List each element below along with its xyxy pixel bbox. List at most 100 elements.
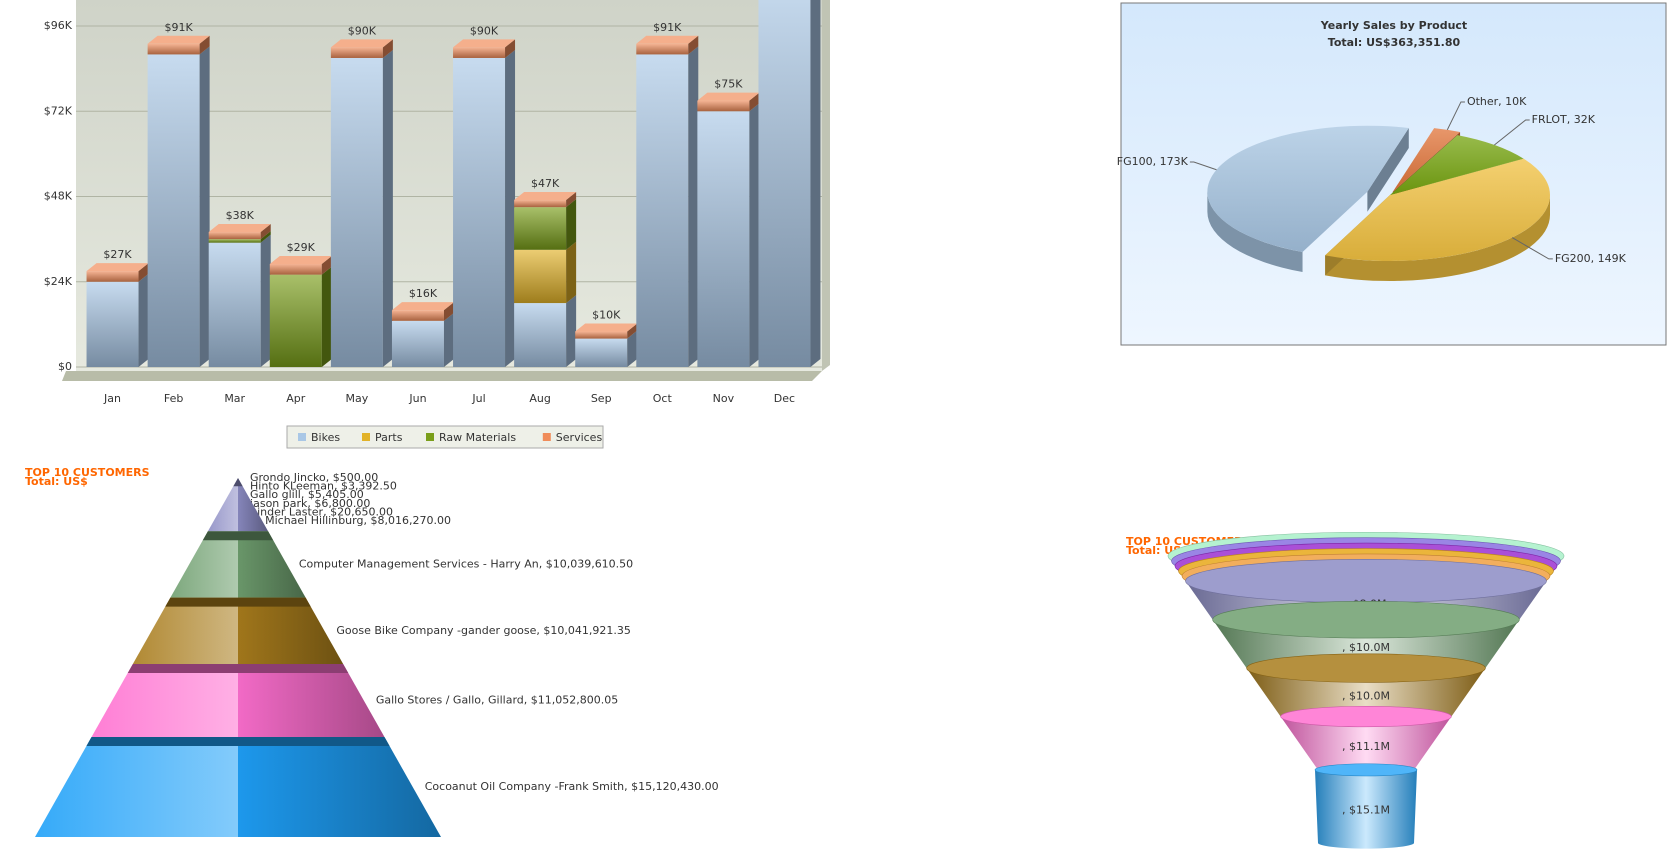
x-tick-label: Oct: [653, 392, 673, 405]
plot-floor: [62, 371, 822, 381]
funnel-label: , $11.1M: [1342, 740, 1390, 753]
total-label: $10K: [592, 308, 621, 321]
pyramid-layer: [132, 597, 238, 664]
total-label: $90K: [470, 24, 499, 37]
slice-cut: [1367, 127, 1409, 212]
pyramid-label: Gallo Stores / Gallo, Gillard, $11,052,8…: [376, 694, 618, 707]
total-label: $75K: [714, 78, 743, 91]
leader-line: [1446, 101, 1465, 131]
total-label: $38K: [226, 209, 255, 222]
bar-top: [697, 92, 760, 101]
bar-side: [749, 92, 760, 112]
total-label: $90K: [348, 24, 377, 37]
pyramid-label: ginder Laster, $20,650.00: [250, 505, 393, 518]
leader-line: [1511, 237, 1553, 260]
bar-side: [505, 49, 516, 367]
bar: [514, 200, 567, 208]
bar-side: [566, 295, 577, 367]
bar-side: [443, 302, 454, 321]
pyramid-layer: [35, 737, 238, 837]
bar: [330, 47, 383, 58]
pyramid-label: Cocoanut Oil Company -Frank Smith, $15,1…: [425, 780, 719, 793]
bar: [636, 43, 689, 55]
pyramid-title: TOP 10 CUSTOMERS: [25, 466, 150, 479]
pyramid-layer-right: [238, 663, 385, 738]
slice-side: [1207, 191, 1303, 273]
pyramid-layer: [91, 663, 239, 738]
bar-side: [810, 0, 821, 367]
pyramid-label: Computer Management Services - Harry An,…: [299, 557, 633, 570]
slice-side: [1325, 195, 1550, 281]
x-tick-label: Dec: [774, 392, 795, 405]
bar: [208, 239, 261, 243]
y-tick-label: $0: [58, 360, 72, 373]
x-tick-label: Mar: [224, 392, 245, 405]
bar-side: [382, 49, 393, 367]
bar: [86, 271, 139, 282]
y-tick-label: $96K: [44, 19, 73, 32]
bar: [391, 310, 444, 321]
bar-top: [453, 39, 516, 48]
bar: [147, 54, 200, 368]
x-tick-label: Feb: [164, 392, 183, 405]
y-tick-label: $24K: [44, 275, 73, 288]
legend-swatch: [542, 433, 551, 441]
pyramid-layer-right: [238, 737, 441, 837]
bar-side: [688, 35, 699, 55]
pyramid-label: Hinto KLeeman, $3,392.50: [250, 480, 397, 493]
x-tick-label: Sep: [591, 392, 612, 405]
total-label: $47K: [531, 177, 560, 190]
funnel-label: , $10.0M: [1342, 641, 1390, 654]
pyramid-layer-top: [233, 478, 243, 487]
pyramid-layer-right: [238, 531, 306, 598]
bar-side: [627, 330, 638, 367]
slice-label: FG100, 173K: [1117, 155, 1189, 168]
bar-side: [382, 39, 393, 58]
bar-top: [208, 224, 271, 233]
bar: [636, 54, 689, 368]
pie-subtitle: Total: US$363,351.80: [1328, 36, 1461, 49]
pie-panel: [1120, 2, 1667, 346]
bar: [208, 242, 261, 367]
bar-side: [260, 224, 271, 240]
funnel-segment: [1315, 769, 1417, 849]
bar-top: [636, 35, 699, 44]
total-label: $29K: [287, 241, 316, 254]
pie-title: Yearly Sales by Product: [1320, 19, 1467, 32]
bar: [575, 338, 628, 367]
x-tick-label: Aug: [529, 392, 550, 405]
bar: [697, 111, 750, 367]
leader-line: [1189, 161, 1217, 171]
plot-floor-edge: [822, 0, 830, 371]
legend-label: Services: [556, 431, 603, 444]
pyramid-layer: [170, 531, 238, 598]
pyramid-label: Goose Bike Company -gander goose, $10,04…: [336, 624, 631, 637]
pyramid-layer-top: [127, 663, 349, 673]
y-tick-label: $72K: [44, 104, 73, 117]
pie-slice: [1325, 158, 1550, 261]
bar-side: [138, 273, 149, 367]
funnel-segment-top: [1280, 706, 1452, 728]
total-label: $91K: [653, 21, 682, 34]
legend-label: Parts: [375, 431, 403, 444]
bar-top: [514, 192, 577, 201]
bar-side: [443, 312, 454, 367]
pyramid-layer-top: [202, 531, 274, 541]
bar: [269, 274, 322, 367]
legend-swatch: [298, 433, 306, 441]
y-tick-label: $48K: [44, 190, 73, 203]
bar: [453, 57, 506, 367]
bar: [514, 303, 567, 367]
bar: [208, 232, 261, 240]
bar: [330, 57, 383, 367]
pyramid-label: jason park, $6,800.00: [249, 497, 370, 510]
bar-top: [575, 323, 638, 332]
x-tick-label: Jan: [103, 392, 121, 405]
legend-swatch: [362, 433, 370, 441]
funnel-segment-top: [1314, 763, 1418, 777]
bar-side: [260, 234, 271, 367]
pyramid-layer-top: [86, 737, 390, 747]
funnel-segment-top: [1185, 559, 1547, 603]
